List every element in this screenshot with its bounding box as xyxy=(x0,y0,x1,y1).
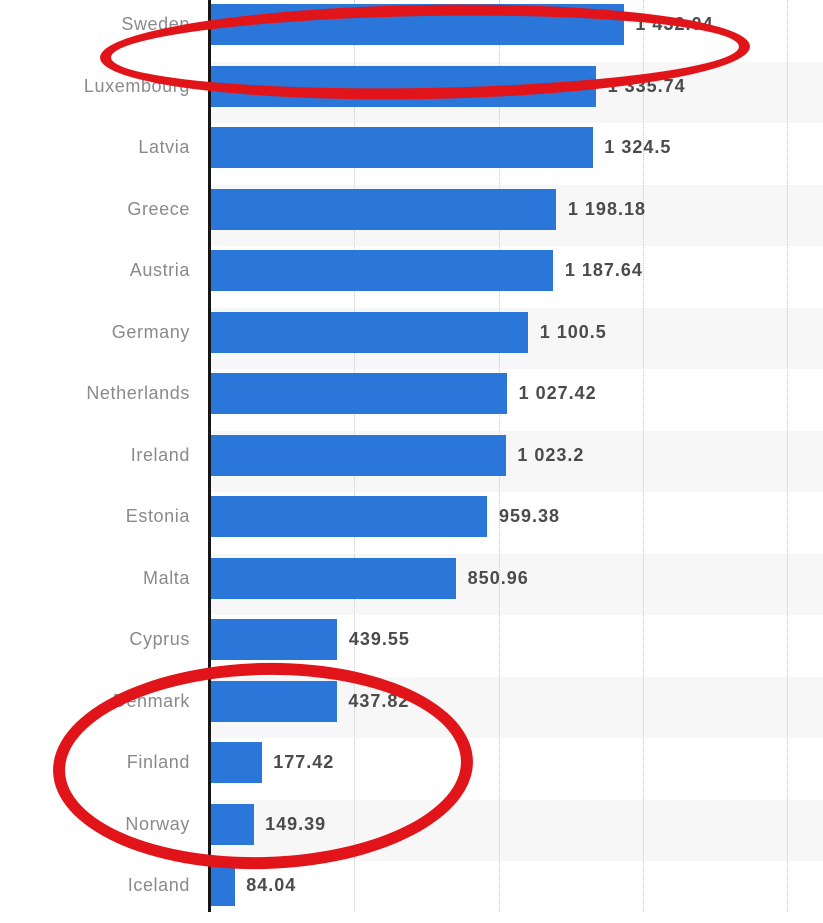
x-gridline xyxy=(643,0,645,912)
bar xyxy=(210,680,337,722)
value-label: 149.39 xyxy=(265,813,327,834)
y-axis-line xyxy=(208,0,211,912)
category-label: Netherlands xyxy=(86,383,190,404)
bar xyxy=(210,742,262,784)
bar xyxy=(210,373,508,415)
bar xyxy=(210,4,624,45)
category-label: Malta xyxy=(142,567,190,588)
category-label: Greece xyxy=(127,198,190,219)
category-label: Sweden xyxy=(121,14,190,34)
value-label: 959.38 xyxy=(498,506,561,527)
row-stripe xyxy=(210,738,823,800)
category-label: Latvia xyxy=(138,137,190,158)
bar xyxy=(210,557,457,599)
category-label: Cyprus xyxy=(129,629,190,650)
value-label: 1 023.2 xyxy=(517,444,585,465)
bar xyxy=(210,311,529,353)
category-label: Ireland xyxy=(130,444,190,465)
category-label: Denmark xyxy=(112,690,190,711)
bar xyxy=(210,188,557,230)
bar xyxy=(210,803,254,845)
value-label: 1 335.74 xyxy=(607,75,686,96)
value-label: 1 027.42 xyxy=(518,383,597,404)
category-label: Luxembourg xyxy=(83,75,190,96)
category-label: Germany xyxy=(111,321,190,342)
category-label: Finland xyxy=(126,752,190,773)
bar xyxy=(210,65,597,107)
bar xyxy=(210,250,554,292)
value-label: 1 198.18 xyxy=(567,198,646,219)
bar xyxy=(210,434,506,476)
value-label: 1 187.64 xyxy=(564,260,643,281)
value-label: 439.55 xyxy=(348,629,410,650)
value-label: 177.42 xyxy=(273,752,335,773)
category-label: Estonia xyxy=(125,506,190,527)
category-label: Iceland xyxy=(127,875,190,896)
value-label: 1 100.5 xyxy=(539,321,607,342)
value-label: 1 324.5 xyxy=(604,137,672,158)
x-gridline xyxy=(787,0,789,912)
value-label: 850.96 xyxy=(467,567,529,588)
bar xyxy=(210,127,593,169)
bar xyxy=(210,865,235,907)
category-label: Austria xyxy=(129,260,190,281)
value-label: 437.82 xyxy=(348,690,410,711)
category-label: Norway xyxy=(125,813,190,834)
row-stripe xyxy=(210,861,823,923)
bar xyxy=(210,496,488,538)
value-label: 1 432.04 xyxy=(635,14,714,34)
value-label: 84.04 xyxy=(246,875,297,896)
row-stripe xyxy=(210,799,823,862)
bar xyxy=(210,619,338,661)
